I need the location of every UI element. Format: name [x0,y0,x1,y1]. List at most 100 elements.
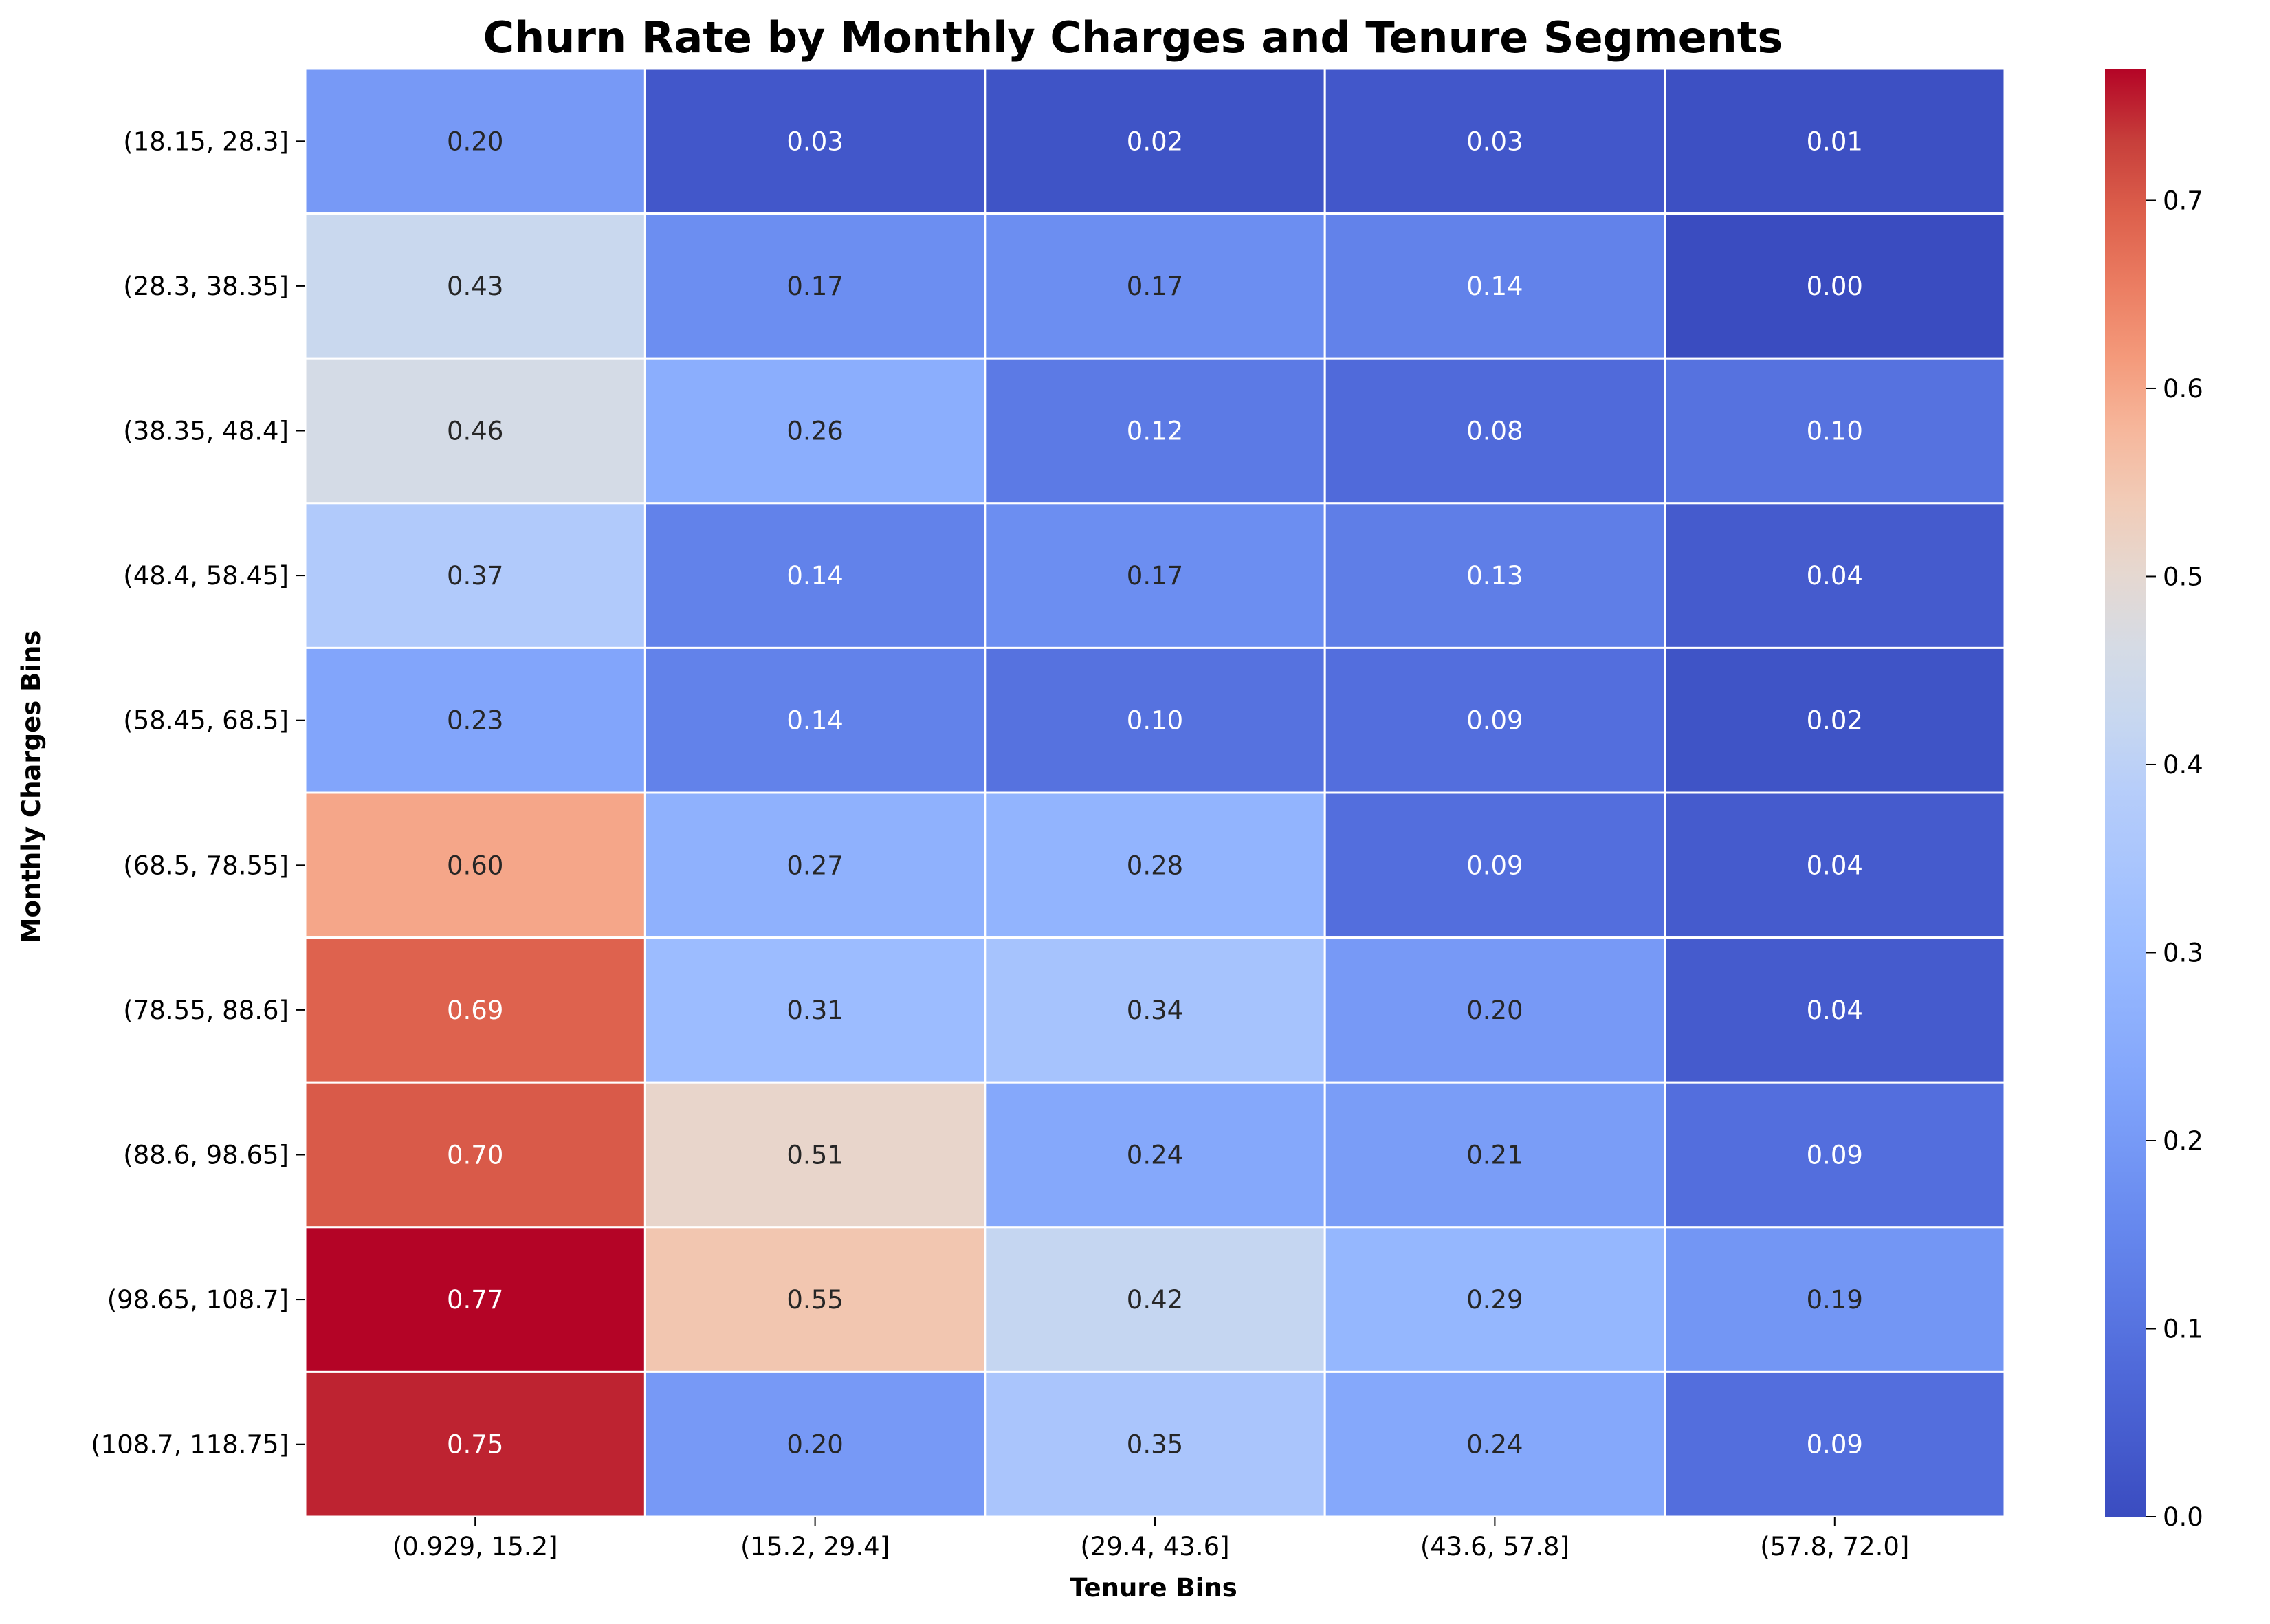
cell-value-label: 0.17 [1127,561,1183,591]
colorbar-ticks: 0.0 0.1 0.2 0.3 0.4 0.5 0.6 0.7 [2146,186,2203,1532]
cell-value-label: 0.08 [1466,417,1523,446]
y-tick-label: (48.4, 58.45] [123,561,289,591]
chart-title: Churn Rate by Monthly Charges and Tenure… [483,12,1783,63]
heatmap-cell [984,1226,1326,1373]
heatmap-cell [643,357,987,505]
x-axis-label: Tenure Bins [1070,1573,1237,1603]
heatmap-cell [984,1081,1326,1229]
cell-value-label: 0.55 [786,1285,843,1315]
cell-value-label: 0.35 [1127,1430,1183,1460]
cell-value-label: 0.12 [1127,417,1183,446]
cell-value-label: 0.24 [1127,1141,1183,1170]
cell-value-label: 0.75 [447,1430,503,1460]
cell-value-label: 0.14 [786,706,843,736]
heatmap-cell [1664,357,2006,505]
cell-value-label: 0.09 [1466,851,1523,880]
cell-value-label: 0.20 [1466,996,1523,1025]
cell-value-label: 0.23 [447,706,503,736]
cell-value-label: 0.46 [447,417,503,446]
y-tick-label: (68.5, 78.55] [123,851,289,880]
cell-value-label: 0.17 [786,272,843,301]
heatmap-cell [1664,212,2006,360]
colorbar [2105,69,2146,1517]
colorbar-tick-label: 0.4 [2163,750,2203,780]
cell-value-label: 0.21 [1466,1141,1523,1170]
cell-value-label: 0.14 [1466,272,1523,301]
heatmap-cell [1664,646,2006,794]
cell-value-label: 0.43 [447,272,503,301]
cell-value-label: 0.09 [1807,1141,1863,1170]
heatmap-cell [304,936,646,1084]
cell-value-label: 0.31 [786,996,843,1025]
heatmap-cell [984,67,1326,215]
heatmap-cell [1664,1226,2006,1373]
cell-value-label: 0.34 [1127,996,1183,1025]
heatmap-cell [304,67,646,215]
heatmap-cell [643,67,987,215]
y-tick-label: (98.65, 108.7] [107,1285,289,1315]
cell-value-label: 0.51 [786,1141,843,1170]
heatmap-cell [1323,67,1666,215]
heatmap-cell [984,502,1326,649]
heatmap-cell [304,1081,646,1229]
colorbar-tick-label: 0.7 [2163,186,2203,215]
heatmap-cell [1323,502,1666,649]
cell-value-label: 0.77 [447,1285,503,1315]
y-tick-label: (38.35, 48.4] [123,417,289,446]
heatmap-cell [984,357,1326,505]
cell-value-label: 0.09 [1466,706,1523,736]
heatmap-cell [304,1370,646,1518]
heatmap-cell [1664,936,2006,1084]
y-tick-label: (28.3, 38.35] [123,272,289,301]
y-tick-label: (108.7, 118.75] [91,1430,289,1460]
cell-value-label: 0.10 [1807,417,1863,446]
x-tick-label: (0.929, 15.2] [393,1532,558,1561]
cell-value-label: 0.20 [447,127,503,156]
heatmap-cell [1323,791,1666,939]
cell-value-label: 0.17 [1127,272,1183,301]
cell-value-label: 0.10 [1127,706,1183,736]
cell-value-label: 0.14 [786,561,843,591]
cell-value-label: 0.28 [1127,851,1183,880]
colorbar-tick-label: 0.5 [2163,562,2203,591]
heatmap-cell [1323,1081,1666,1229]
cell-value-label: 0.70 [447,1141,503,1170]
heatmap-cell [984,212,1326,360]
cell-value-label: 0.02 [1127,127,1183,156]
colorbar-tick-label: 0.3 [2163,938,2203,967]
heatmap-cell [643,502,987,649]
cell-value-label: 0.09 [1807,1430,1863,1460]
colorbar-tick-label: 0.0 [2163,1502,2203,1532]
x-tick-label: (57.8, 72.0] [1760,1532,1909,1561]
colorbar-tick-label: 0.6 [2163,374,2203,404]
heatmap-cell [1664,1370,2006,1518]
cell-value-label: 0.04 [1807,561,1863,591]
colorbar-tick-label: 0.2 [2163,1126,2203,1156]
cell-value-label: 0.19 [1807,1285,1863,1315]
cell-value-label: 0.29 [1466,1285,1523,1315]
heatmap-cell [984,791,1326,939]
cell-value-label: 0.42 [1127,1285,1183,1315]
heatmap-cell [643,1226,987,1373]
cell-value-label: 0.00 [1807,272,1863,301]
heatmap-cell [1323,357,1666,505]
cell-value-label: 0.69 [447,996,503,1025]
x-tick-label: (15.2, 29.4] [740,1532,890,1561]
y-tick-label: (58.45, 68.5] [123,706,289,736]
cell-value-label: 0.04 [1807,851,1863,880]
y-axis-label: Monthly Charges Bins [16,630,46,943]
cell-value-label: 0.02 [1807,706,1863,736]
heatmap-cell [304,646,646,794]
heatmap-cells: 0.20 0.03 0.02 0.03 0.01 0.43 0.17 0.17 0.14 0.00… [304,67,2006,1518]
heatmap-cell [1664,1081,2006,1229]
heatmap-cell [643,1081,987,1229]
y-tick-label: (78.55, 88.6] [123,996,289,1025]
heatmap-cell [643,646,987,794]
colorbar-tick-label: 0.1 [2163,1314,2203,1343]
heatmap-cell [1664,791,2006,939]
heatmap-cell [1664,502,2006,649]
cell-value-label: 0.27 [786,851,843,880]
cell-value-label: 0.01 [1807,127,1863,156]
heatmap-cell [643,791,987,939]
heatmap-cell [304,212,646,360]
